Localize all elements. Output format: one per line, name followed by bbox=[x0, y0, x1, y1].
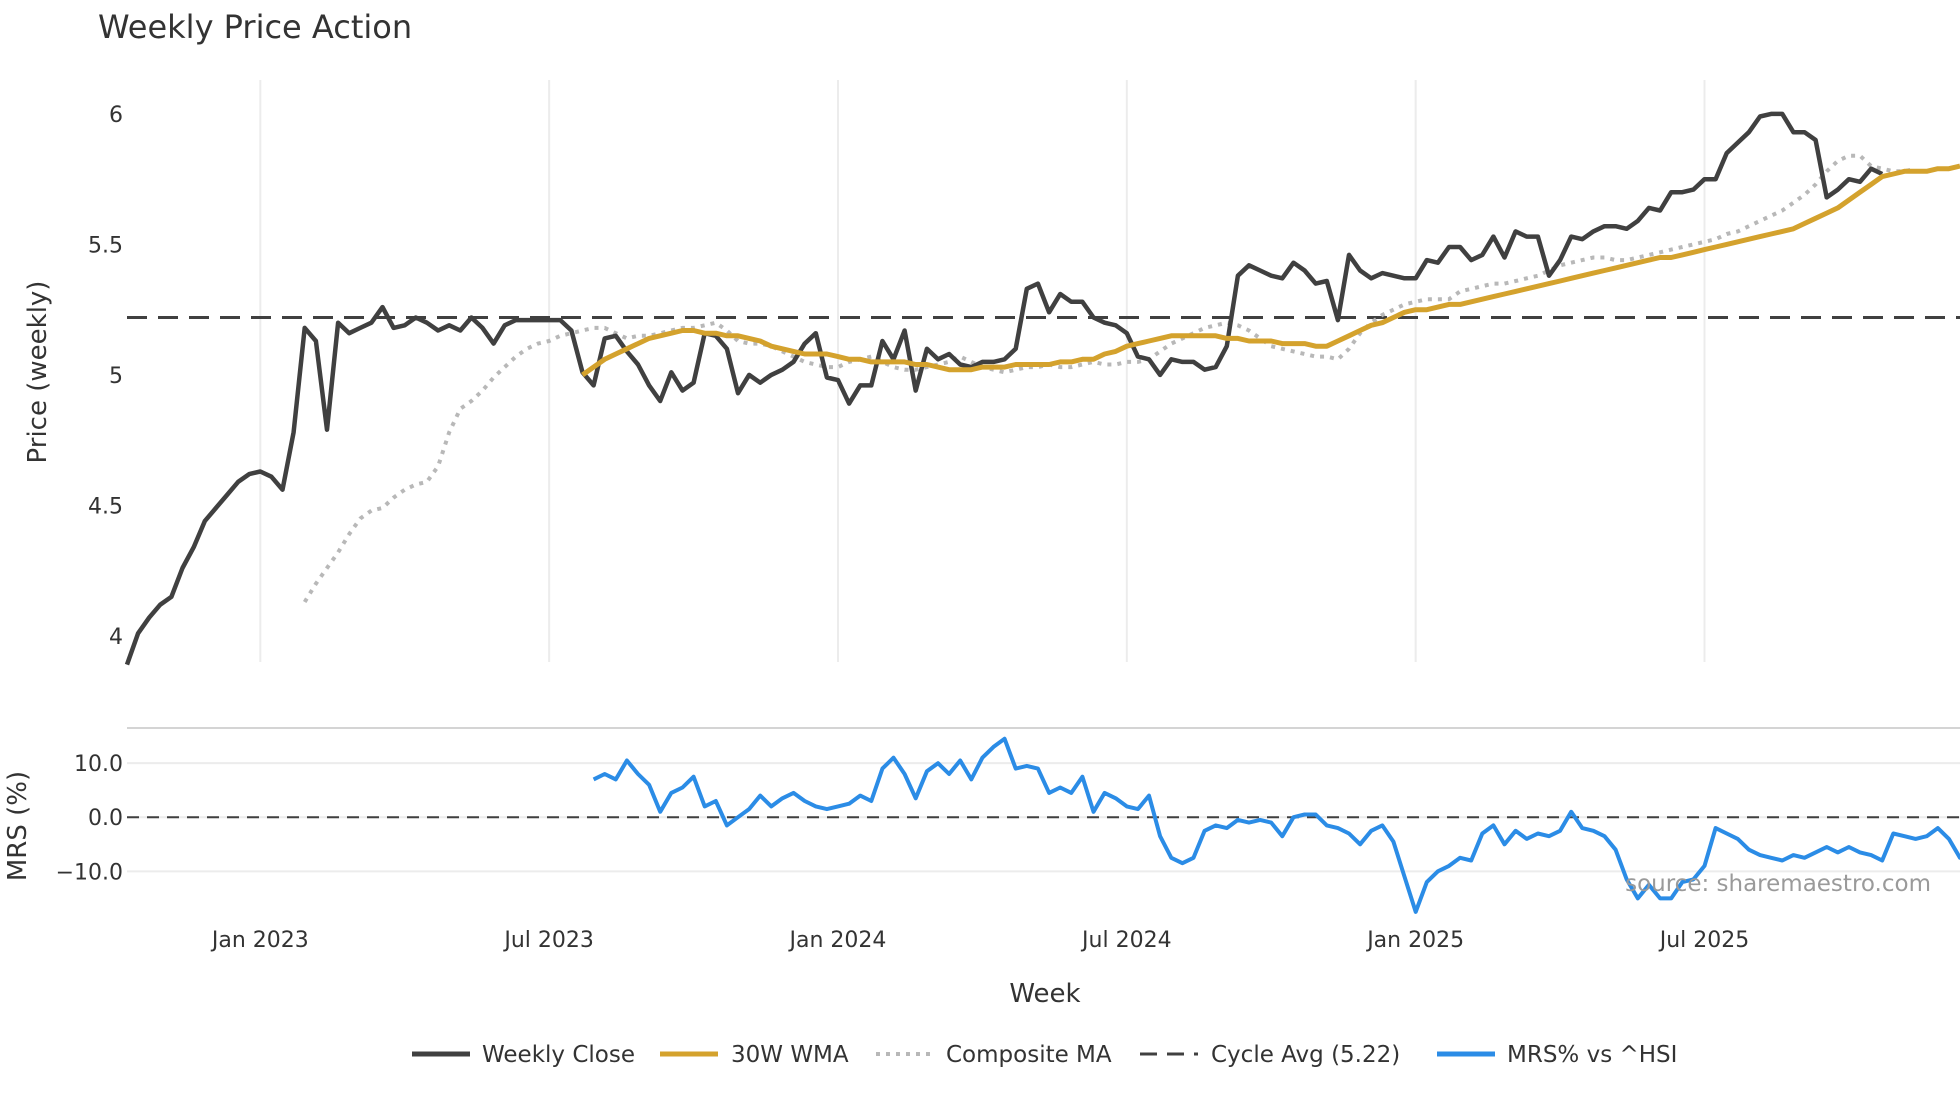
price-y-tick: 6 bbox=[109, 103, 123, 128]
price-y-tick: 5 bbox=[109, 364, 123, 389]
source-label: source: sharemaestro.com bbox=[1625, 871, 1931, 897]
x-tick: Jan 2024 bbox=[788, 928, 887, 953]
x-axis-label: Week bbox=[1009, 979, 1080, 1009]
legend-item-wma-30w[interactable]: 30W WMA bbox=[660, 1042, 849, 1068]
wma-30w-series-line bbox=[581, 163, 1960, 377]
mrs-series-line bbox=[592, 736, 1960, 914]
mrs-y-axis-label: MRS (%) bbox=[3, 771, 33, 881]
mrs-y-tick: −10.0 bbox=[56, 860, 123, 885]
x-tick: Jan 2025 bbox=[1365, 928, 1464, 953]
legend-label-wma-30w: 30W WMA bbox=[731, 1042, 849, 1068]
x-tick: Jul 2024 bbox=[1080, 928, 1172, 953]
price-y-axis-label: Price (weekly) bbox=[23, 281, 53, 464]
composite-ma-series-line bbox=[302, 153, 1917, 604]
legend-item-mrs[interactable]: MRS% vs ^HSI bbox=[1437, 1042, 1677, 1068]
chart-title: Weekly Price Action bbox=[98, 8, 412, 46]
legend-item-cycle-avg[interactable]: Cycle Avg (5.22) bbox=[1140, 1042, 1400, 1068]
weekly-close-series-line bbox=[124, 111, 1884, 666]
x-axis-ticks: Jan 2023 Jul 2023 Jan 2024 Jul 2024 Jan … bbox=[210, 928, 1749, 953]
price-panel-y-ticks: 4 4.5 5 5.5 6 bbox=[88, 103, 123, 650]
x-tick: Jan 2023 bbox=[210, 928, 309, 953]
price-y-tick: 5.5 bbox=[88, 233, 123, 258]
mrs-y-tick: 10.0 bbox=[74, 752, 123, 777]
legend-item-composite-ma[interactable]: Composite MA bbox=[876, 1042, 1112, 1068]
legend-label-weekly-close: Weekly Close bbox=[482, 1042, 635, 1068]
legend-label-composite-ma: Composite MA bbox=[946, 1042, 1112, 1068]
mrs-y-tick: 0.0 bbox=[88, 806, 123, 831]
legend-label-mrs: MRS% vs ^HSI bbox=[1507, 1042, 1677, 1068]
x-tick: Jul 2025 bbox=[1658, 928, 1750, 953]
mrs-panel-y-ticks: 10.0 0.0 −10.0 bbox=[56, 752, 123, 885]
legend-item-weekly-close[interactable]: Weekly Close bbox=[412, 1042, 635, 1068]
x-tick: Jul 2023 bbox=[502, 928, 594, 953]
price-y-tick: 4 bbox=[109, 625, 123, 650]
legend-label-cycle-avg: Cycle Avg (5.22) bbox=[1211, 1042, 1400, 1068]
price-y-tick: 4.5 bbox=[88, 494, 123, 519]
legend: Weekly Close 30W WMA Composite MA Cycle … bbox=[412, 1042, 1677, 1068]
price-panel-gridlines bbox=[259, 80, 1706, 662]
